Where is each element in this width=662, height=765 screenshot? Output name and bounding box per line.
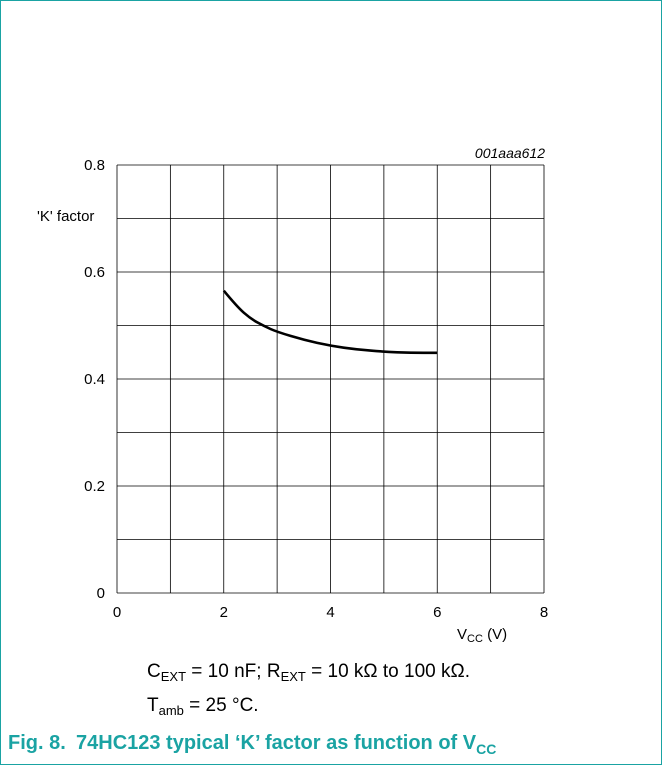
- k-factor-chart: 00.20.40.60.80 2 4 6 8 001aaa612 'K' factor …: [37, 145, 548, 645]
- figure-caption: Fig. 8. 74HC123 typical ‘K’ factor as fun…: [8, 732, 496, 757]
- y-tick-label: 0.4: [84, 371, 105, 388]
- conditions-line-2: Tamb = 25 °C.: [147, 695, 259, 718]
- x-tick-label: 0: [113, 604, 121, 621]
- y-tick-label: 0.2: [84, 478, 105, 495]
- y-tick-label: 0: [97, 585, 105, 602]
- x-tick-label: 6: [433, 604, 441, 621]
- x-tick-label: 2: [220, 604, 228, 621]
- figure-caption-subscript: CC: [476, 741, 497, 757]
- figure-id: 001aaa612: [475, 145, 545, 161]
- x-tick-label: 4: [326, 604, 334, 621]
- x-tick-label: 8: [540, 604, 548, 621]
- conditions-line-1: CEXT = 10 nF; REXT = 10 kΩ to 100 kΩ.: [147, 661, 470, 684]
- figure-caption-text: 74HC123 typical ‘K’ factor as function o…: [76, 732, 477, 754]
- figure-number: Fig. 8.: [8, 732, 66, 754]
- tick-labels: 0 0.2 0.4 0.6 0.8 0 2 4 6 8: [84, 157, 548, 621]
- data-series: [222, 289, 438, 355]
- x-axis-label: VCC (V): [457, 626, 507, 645]
- y-axis-label: 'K' factor: [37, 208, 94, 225]
- y-tick-label: 0.8: [84, 157, 105, 174]
- k-factor-curve: [222, 289, 438, 355]
- y-tick-label: 0.6: [84, 264, 105, 281]
- plot-grid: [116, 164, 545, 594]
